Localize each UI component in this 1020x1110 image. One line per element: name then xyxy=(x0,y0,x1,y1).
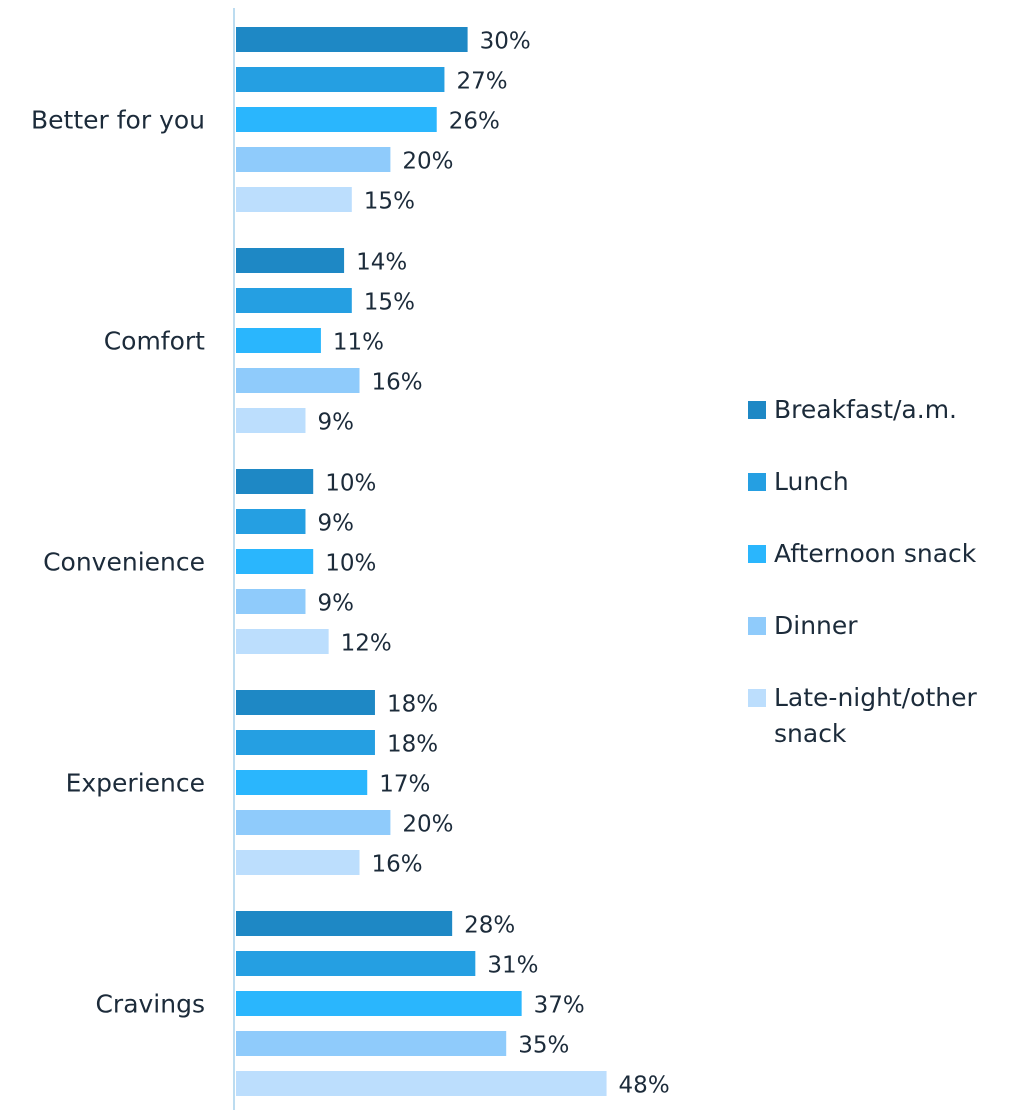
data-label: 11% xyxy=(333,330,384,356)
bar-comfort-afternoon-snack xyxy=(236,328,321,353)
data-label: 9% xyxy=(317,511,354,537)
data-label: 48% xyxy=(619,1073,670,1099)
legend-swatch xyxy=(748,689,766,707)
bar-experience-breakfast-a-m- xyxy=(236,690,375,715)
category-label: Comfort xyxy=(104,327,205,356)
category-label: Cravings xyxy=(95,990,205,1019)
data-label: 37% xyxy=(534,993,585,1019)
category-label: Better for you xyxy=(31,106,205,135)
legend-item: Breakfast/a.m. xyxy=(748,392,1004,428)
data-label: 27% xyxy=(456,69,507,95)
legend-swatch xyxy=(748,473,766,491)
bar-cravings-afternoon-snack xyxy=(236,991,522,1016)
labels-layer: 30% 27% 26% 20% 15% Better for you 14% 15% 11% 16… xyxy=(31,29,670,1099)
bar-cravings-late-night-other-snack xyxy=(236,1071,607,1096)
legend-swatch xyxy=(748,617,766,635)
bar-better-for-you-afternoon-snack xyxy=(236,107,437,132)
data-label: 10% xyxy=(325,551,376,577)
legend-label: Breakfast/a.m. xyxy=(774,395,957,424)
bar-convenience-breakfast-a-m- xyxy=(236,469,314,494)
data-label: 18% xyxy=(387,732,438,758)
bar-experience-afternoon-snack xyxy=(236,770,368,795)
bar-comfort-breakfast-a-m- xyxy=(236,248,345,273)
data-label: 30% xyxy=(480,29,531,55)
bar-experience-lunch xyxy=(236,730,375,755)
bar-comfort-dinner xyxy=(236,368,360,393)
data-label: 35% xyxy=(518,1033,569,1059)
data-label: 16% xyxy=(372,370,423,396)
bar-convenience-lunch xyxy=(236,509,306,534)
data-label: 15% xyxy=(364,189,415,215)
bar-convenience-dinner xyxy=(236,589,306,614)
data-label: 17% xyxy=(379,772,430,798)
data-label: 15% xyxy=(364,290,415,316)
legend-label: Lunch xyxy=(774,467,849,496)
bar-convenience-afternoon-snack xyxy=(236,549,314,574)
bar-cravings-dinner xyxy=(236,1031,507,1056)
legend-item: Lunch xyxy=(748,464,1004,500)
bar-comfort-lunch xyxy=(236,288,352,313)
legend-swatch xyxy=(748,545,766,563)
data-label: 9% xyxy=(317,410,354,436)
legend-item: Dinner xyxy=(748,608,1004,644)
legend-label: Late-night/other snack xyxy=(774,683,977,748)
data-label: 18% xyxy=(387,692,438,718)
data-label: 16% xyxy=(372,852,423,878)
data-label: 12% xyxy=(341,631,392,657)
data-label: 26% xyxy=(449,109,500,135)
bar-better-for-you-dinner xyxy=(236,147,391,172)
data-label: 28% xyxy=(464,913,515,939)
data-label: 14% xyxy=(356,250,407,276)
data-label: 31% xyxy=(487,953,538,979)
legend-item: Late-night/other snack xyxy=(748,680,1004,752)
bar-better-for-you-late-night-other-snack xyxy=(236,187,352,212)
bar-experience-dinner xyxy=(236,810,391,835)
bar-cravings-lunch xyxy=(236,951,476,976)
bar-cravings-breakfast-a-m- xyxy=(236,911,453,936)
data-label: 9% xyxy=(317,591,354,617)
bar-better-for-you-breakfast-a-m- xyxy=(236,27,468,52)
legend-label: Dinner xyxy=(774,611,858,640)
category-label: Convenience xyxy=(43,548,205,577)
bars-layer xyxy=(236,27,607,1096)
bar-better-for-you-lunch xyxy=(236,67,445,92)
bar-experience-late-night-other-snack xyxy=(236,850,360,875)
bar-convenience-late-night-other-snack xyxy=(236,629,329,654)
bar-comfort-late-night-other-snack xyxy=(236,408,306,433)
data-label: 10% xyxy=(325,471,376,497)
category-label: Experience xyxy=(66,769,205,798)
legend-label: Afternoon snack xyxy=(774,539,977,568)
data-label: 20% xyxy=(402,812,453,838)
legend-swatch xyxy=(748,401,766,419)
data-label: 20% xyxy=(402,149,453,175)
legend-item: Afternoon snack xyxy=(748,536,1004,572)
